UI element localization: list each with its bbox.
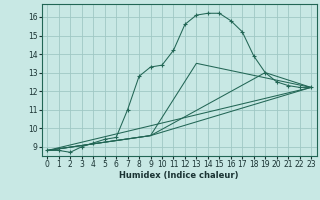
X-axis label: Humidex (Indice chaleur): Humidex (Indice chaleur)	[119, 171, 239, 180]
